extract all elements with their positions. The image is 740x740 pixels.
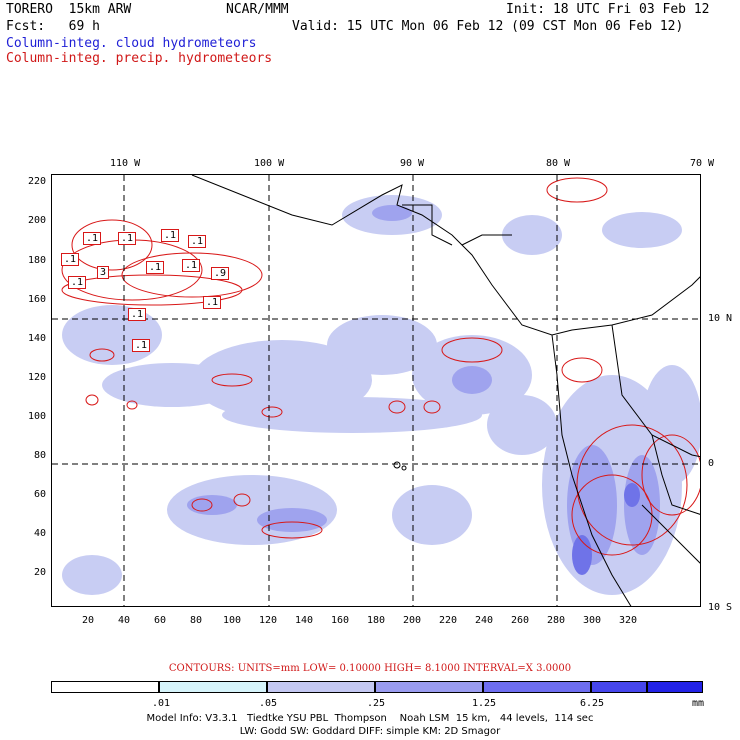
lon-label-100w: 100 W [254, 158, 285, 169]
contour-label: .1 [128, 308, 147, 321]
contour-label: 3 [97, 266, 110, 279]
contour-label: .1 [68, 276, 87, 289]
cloud-shading-dark [572, 483, 640, 575]
lat-label-0: 0 [708, 458, 715, 469]
organization: NCAR/MMM [226, 2, 289, 17]
x-tick-label: 20 [82, 615, 95, 626]
y-tick-label: 180 [27, 255, 46, 266]
x-tick-label: 180 [367, 615, 386, 626]
x-tick-label: 60 [154, 615, 167, 626]
lon-label-90w: 90 W [400, 158, 425, 169]
colorbar-segment [647, 681, 703, 693]
lat-label-10s: 10 S [708, 602, 733, 613]
contour-label: .1 [146, 261, 165, 274]
model-info-line1: Model Info: V3.3.1 Tiedtke YSU PBL Thomp… [146, 713, 594, 724]
colorbar-segment [591, 681, 647, 693]
contour-info: CONTOURS: UNITS=mm LOW= 0.10000 HIGH= 8.… [168, 663, 572, 674]
colorbar-label: .05 [259, 698, 278, 709]
colorbar-label: 6.25 [580, 698, 605, 709]
contour-label: .1 [203, 296, 222, 309]
valid-time: Valid: 15 UTC Mon 06 Feb 12 (09 CST Mon … [292, 19, 684, 34]
contour-label: .9 [211, 267, 230, 280]
colorbar-segment [267, 681, 375, 693]
x-tick-label: 40 [118, 615, 131, 626]
x-tick-label: 140 [295, 615, 314, 626]
y-tick-label: 100 [27, 411, 46, 422]
x-tick-label: 160 [331, 615, 350, 626]
y-tick-label: 220 [27, 176, 46, 187]
contour-label: .1 [83, 232, 102, 245]
colorbar-label: .01 [152, 698, 171, 709]
lon-label-70w: 70 W [690, 158, 715, 169]
lon-label-110w: 110 W [110, 158, 141, 169]
colorbar-units: mm [692, 698, 705, 709]
contour-label: .1 [182, 259, 201, 272]
init-time: Init: 18 UTC Fri 03 Feb 12 [506, 2, 710, 17]
colorbar-label: 1.25 [472, 698, 497, 709]
x-tick-label: 220 [439, 615, 458, 626]
forecast-hour: Fcst: 69 h [6, 19, 100, 34]
contour-label: .1 [61, 253, 80, 266]
colorbar-label: .25 [367, 698, 386, 709]
x-tick-label: 320 [619, 615, 638, 626]
colorbar-segment [159, 681, 267, 693]
lon-label-80w: 80 W [546, 158, 571, 169]
lat-label-10n: 10 N [708, 313, 733, 324]
y-tick-label: 80 [33, 450, 46, 461]
x-tick-label: 200 [403, 615, 422, 626]
map-panel: .1 .1 .1 .1 .1 .1 .1 3 .1 .9 .1 .1 .1 [51, 174, 701, 607]
model-info-line2: LW: Godd SW: Goddard DIFF: simple KM: 2D… [239, 726, 501, 737]
field-precip-label: Column-integ. precip. hydrometeors [6, 51, 273, 66]
x-tick-label: 260 [511, 615, 530, 626]
lat-lon-grid [52, 175, 700, 606]
contour-label: .1 [161, 229, 180, 242]
y-tick-label: 60 [33, 489, 46, 500]
colorbar-segment [51, 681, 159, 693]
x-tick-label: 280 [547, 615, 566, 626]
colorbar-segment [483, 681, 591, 693]
y-tick-label: 140 [27, 333, 46, 344]
coastlines [191, 175, 700, 606]
y-tick-label: 200 [27, 215, 46, 226]
contour-label: .1 [188, 235, 207, 248]
x-tick-label: 80 [190, 615, 203, 626]
contour-label: .1 [132, 339, 151, 352]
x-tick-label: 100 [223, 615, 242, 626]
colorbar-segment [375, 681, 483, 693]
x-tick-label: 120 [259, 615, 278, 626]
y-tick-label: 20 [33, 567, 46, 578]
map-canvas [52, 175, 700, 606]
model-name: TORERO 15km ARW [6, 2, 132, 17]
x-tick-label: 300 [583, 615, 602, 626]
field-cloud-label: Column-integ. cloud hydrometeors [6, 36, 257, 51]
y-tick-label: 120 [27, 372, 46, 383]
contour-label: .1 [118, 232, 137, 245]
x-tick-label: 240 [475, 615, 494, 626]
y-tick-label: 40 [33, 528, 46, 539]
y-tick-label: 160 [27, 294, 46, 305]
